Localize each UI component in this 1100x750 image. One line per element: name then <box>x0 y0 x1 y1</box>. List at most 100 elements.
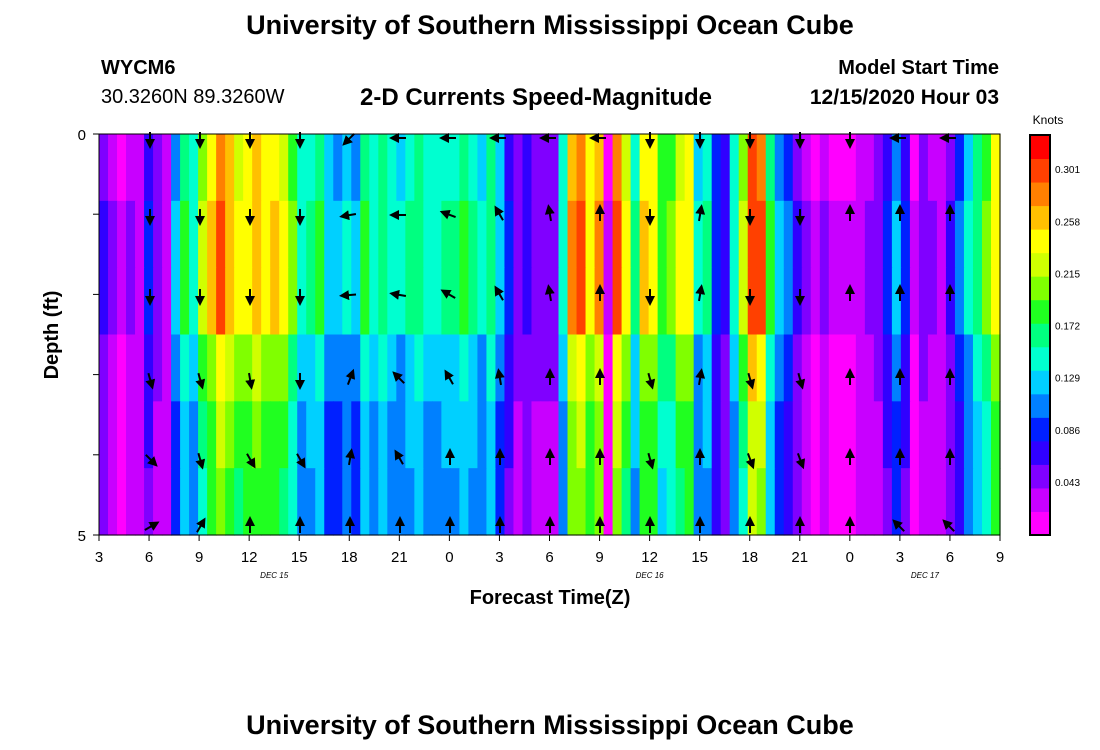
colorbar-segment <box>1030 182 1050 207</box>
colorbar: Knots 0.301 0.258 0.215 0.172 0.129 0.086 0.043 <box>1029 113 1080 536</box>
heatmap-cell <box>837 134 848 202</box>
heatmap-cell <box>180 401 190 469</box>
heatmap-cell <box>594 401 605 469</box>
heatmap-cell <box>765 334 776 402</box>
heatmap-cell <box>846 401 857 469</box>
heatmap-cell <box>558 334 569 402</box>
heatmap-cell <box>747 401 758 469</box>
heatmap-cell <box>324 200 334 269</box>
heatmap-cell <box>801 401 812 469</box>
current-arrow <box>745 372 756 390</box>
heatmap-cell <box>423 267 433 336</box>
heatmap-cell <box>396 200 406 269</box>
heatmap-cell <box>621 334 632 402</box>
heatmap-cell <box>576 134 587 202</box>
heatmap-cell <box>432 134 442 202</box>
heatmap-cell <box>216 401 226 469</box>
heatmap-cell <box>567 401 578 469</box>
heatmap-cell <box>882 134 893 202</box>
heatmap-cell <box>729 134 740 202</box>
heatmap-cell <box>504 267 515 336</box>
heatmap-cell <box>630 134 641 202</box>
heatmap-cell <box>288 134 298 202</box>
heatmap-cell <box>333 401 343 469</box>
colorbar-segment <box>1030 229 1050 254</box>
current-arrow <box>339 210 357 221</box>
colorbar-segment <box>1030 299 1050 324</box>
heatmap-cell <box>144 267 154 336</box>
heatmap-cell <box>252 200 262 269</box>
heatmap-cell <box>756 468 767 536</box>
heatmap-cell <box>288 267 298 336</box>
heatmap-cell <box>405 334 415 402</box>
heatmap-cell <box>441 401 451 469</box>
heatmap-cell <box>99 134 109 202</box>
heatmap-cell <box>756 267 767 336</box>
heatmap-cell <box>324 468 334 536</box>
heatmap-cell <box>963 401 974 469</box>
heatmap-cell <box>900 401 911 469</box>
heatmap-cell <box>117 134 127 202</box>
heatmap-cell <box>513 267 524 336</box>
heatmap-cell <box>144 200 154 269</box>
current-arrow <box>494 368 505 386</box>
heatmap-cell <box>378 200 388 269</box>
heatmap-cell <box>216 200 226 269</box>
heatmap-cell <box>144 468 154 536</box>
heatmap-cell <box>774 468 785 536</box>
heatmap-cell <box>792 401 803 469</box>
x-tick-label: 9 <box>595 549 603 566</box>
heatmap-cell <box>819 334 830 402</box>
heatmap-cell <box>243 334 253 402</box>
heatmap-cell <box>387 134 397 202</box>
heatmap-cell <box>675 401 686 469</box>
heatmap-cell <box>423 200 433 269</box>
heatmap-cell <box>531 134 542 202</box>
heatmap-cell <box>306 468 316 536</box>
heatmap-cell <box>828 401 839 469</box>
heatmap-cell <box>234 334 244 402</box>
heatmap-cell <box>423 134 433 202</box>
heatmap-cell <box>288 334 298 402</box>
model-start-value: 12/15/2020 Hour 03 <box>809 86 999 109</box>
heatmap-cell <box>234 200 244 269</box>
heatmap-cell <box>855 267 866 336</box>
current-arrow <box>645 372 656 390</box>
heatmap-cell <box>639 468 650 536</box>
heatmap-cell <box>270 468 280 536</box>
current-arrow <box>195 372 206 390</box>
heatmap-cell <box>801 134 812 202</box>
heatmap-cell <box>693 468 704 536</box>
heatmap-cell <box>99 200 109 269</box>
heatmap-cell <box>675 134 686 202</box>
heatmap-cell <box>522 134 533 202</box>
heatmap-cell <box>540 334 551 402</box>
heatmap-cell <box>126 200 136 269</box>
heatmap-cell <box>558 468 569 536</box>
heatmap-cell <box>153 134 163 202</box>
heatmap-cell <box>324 134 334 202</box>
heatmap-cell <box>405 401 415 469</box>
heatmap-cell <box>378 401 388 469</box>
heatmap-cell <box>459 134 470 202</box>
current-arrow <box>494 205 504 221</box>
heatmap-cell <box>927 267 938 336</box>
heatmap-cell <box>702 200 713 269</box>
heatmap-cell <box>747 200 758 269</box>
heatmap-cell <box>810 200 821 269</box>
heatmap-cell <box>234 134 244 202</box>
heatmap-cell <box>864 401 875 469</box>
heatmap-cell <box>729 468 740 536</box>
x-tick-label: 3 <box>495 549 503 566</box>
heatmap-cell <box>243 468 253 536</box>
heatmap-cell <box>981 200 992 269</box>
heatmap-cell <box>189 334 199 402</box>
heatmap-cell <box>954 334 965 402</box>
heatmap-cell <box>801 468 812 536</box>
heatmap-cell <box>855 134 866 202</box>
heatmap-cell <box>486 200 497 269</box>
heatmap-cell <box>540 401 551 469</box>
current-arrow <box>695 204 706 222</box>
heatmap-cell <box>495 468 506 536</box>
heatmap-cell <box>864 468 875 536</box>
